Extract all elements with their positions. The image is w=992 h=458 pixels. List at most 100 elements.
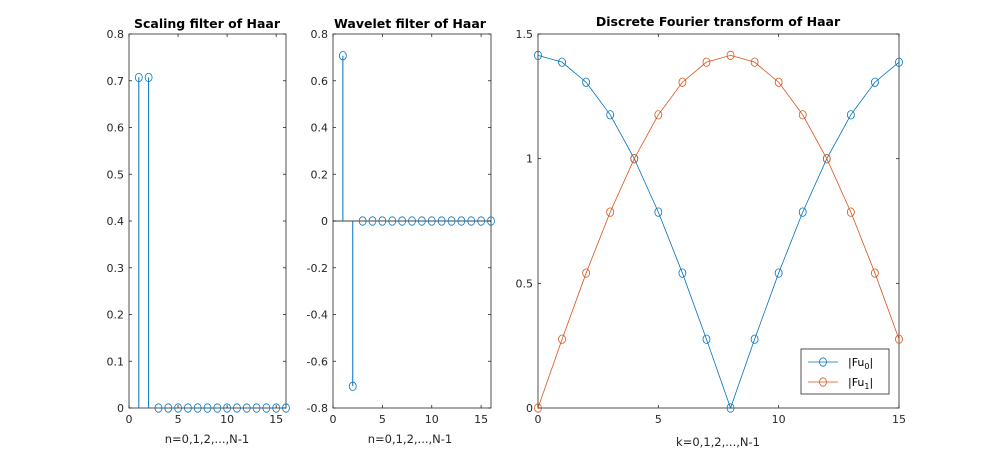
stem-marker — [144, 72, 153, 83]
series-marker-1 — [678, 77, 687, 87]
series-marker-0 — [582, 77, 591, 87]
y-tick-label: 0.1 — [107, 355, 125, 368]
legend-text-0: |Fu — [848, 356, 864, 369]
series-marker-1 — [750, 57, 759, 67]
series-marker-1 — [726, 50, 735, 60]
stem-marker — [487, 216, 495, 226]
y-tick-label: 0.4 — [311, 122, 329, 135]
stem-marker — [282, 403, 290, 413]
stem-marker — [338, 51, 347, 61]
y-tick-label: 0.5 — [516, 277, 534, 290]
x-tick-label: 5 — [379, 413, 386, 426]
y-tick-label: -0.2 — [307, 262, 328, 275]
y-tick-label: -0.4 — [307, 309, 328, 322]
x-tick-label: 10 — [220, 413, 234, 426]
y-tick-label: 0.8 — [311, 28, 329, 41]
x-tick-label: 10 — [425, 413, 439, 426]
y-tick-label: 0.5 — [107, 168, 125, 181]
y-tick-label: -0.6 — [307, 355, 328, 368]
legend-marker-0 — [819, 357, 827, 367]
chart-title: Scaling filter of Haar — [134, 16, 281, 31]
series-marker-1 — [606, 207, 615, 217]
stem-marker — [368, 216, 377, 226]
series-marker-0 — [678, 268, 687, 278]
y-tick-label: -0.8 — [307, 402, 328, 415]
stem-marker — [164, 403, 173, 413]
legend-bar-0: | — [870, 356, 874, 369]
series-marker-1 — [822, 154, 831, 164]
stem-marker — [174, 403, 182, 413]
stem-marker — [427, 216, 436, 226]
y-tick-label: 0.7 — [107, 75, 125, 88]
chart-title: Discrete Fourier transform of Haar — [596, 14, 841, 29]
series-line-0 — [537, 55, 900, 410]
y-tick-label: 0.2 — [311, 168, 329, 181]
x-axis-label: n=0,1,2,...,N-1 — [165, 432, 250, 446]
stem-marker — [388, 216, 397, 226]
series-marker-0 — [798, 207, 807, 217]
stem-marker — [272, 403, 281, 413]
series-marker-0 — [750, 334, 759, 344]
series-marker-1 — [774, 77, 783, 87]
legend-subscript-1: 1 — [864, 382, 869, 391]
legend-entry-0: |Fu0| — [848, 356, 873, 371]
series-line-1 — [537, 54, 900, 409]
x-axis-label: k=0,1,2,...,N-1 — [676, 435, 760, 449]
stem-marker — [154, 403, 163, 413]
dft-plot: Discrete Fourier transform of Haar k=0,1… — [516, 14, 907, 449]
y-tick-label: 0 — [117, 402, 124, 415]
series-marker-1 — [846, 207, 855, 217]
chart-title: Wavelet filter of Haar — [334, 16, 487, 31]
x-tick-label: 10 — [772, 413, 786, 426]
x-tick-label: 0 — [330, 413, 337, 426]
y-tick-label: 0.6 — [107, 122, 125, 135]
stem-marker — [477, 216, 486, 226]
stem-marker — [233, 403, 241, 413]
series-marker-1 — [558, 334, 566, 344]
series-marker-1 — [895, 334, 903, 344]
y-tick-label: 1.5 — [516, 28, 534, 41]
stem-marker — [252, 403, 261, 413]
stem-marker — [457, 216, 466, 226]
y-tick-label: 0.6 — [311, 75, 329, 88]
series-marker-0 — [871, 77, 879, 87]
y-tick-label: 0.8 — [107, 28, 125, 41]
legend: |Fu0| |Fu1| — [800, 348, 890, 395]
stem-marker — [348, 381, 357, 391]
series-marker-0 — [726, 403, 735, 413]
series-marker-0 — [895, 57, 903, 67]
legend-text-1: |Fu — [848, 376, 864, 389]
series-marker-0 — [702, 334, 711, 344]
stem-marker — [398, 216, 407, 226]
series-marker-1 — [654, 110, 663, 120]
stem-marker — [378, 216, 387, 226]
stem-marker — [242, 403, 251, 413]
y-tick-label: 1 — [526, 153, 533, 166]
y-tick-label: 0 — [321, 215, 328, 228]
series-marker-1 — [582, 268, 591, 278]
series-marker-1 — [798, 110, 807, 120]
y-tick-label: 0 — [526, 402, 533, 415]
stem-marker — [437, 216, 446, 226]
scaling-filter-plot: Scaling filter of Haar n=0,1,2,...,N-1 0… — [107, 16, 290, 446]
axes-box — [537, 33, 900, 409]
series-marker-0 — [606, 110, 615, 120]
stem-marker — [262, 403, 271, 413]
x-tick-label: 5 — [175, 413, 182, 426]
y-tick-label: 0.2 — [107, 309, 125, 322]
legend-box — [800, 348, 890, 395]
legend-subscript-0: 0 — [864, 362, 869, 371]
stem-marker — [447, 216, 456, 226]
stem-marker — [417, 216, 426, 226]
series-marker-1 — [702, 57, 711, 67]
stem-marker — [408, 216, 416, 226]
y-tick-label: 0.3 — [107, 262, 125, 275]
x-tick-label: 5 — [655, 413, 662, 426]
series-marker-0 — [534, 50, 542, 60]
series-marker-1 — [630, 154, 639, 164]
x-tick-label: 15 — [269, 413, 283, 426]
legend-entry-1: |Fu1| — [848, 376, 873, 391]
stem-marker — [467, 216, 476, 226]
x-tick-label: 0 — [535, 413, 542, 426]
